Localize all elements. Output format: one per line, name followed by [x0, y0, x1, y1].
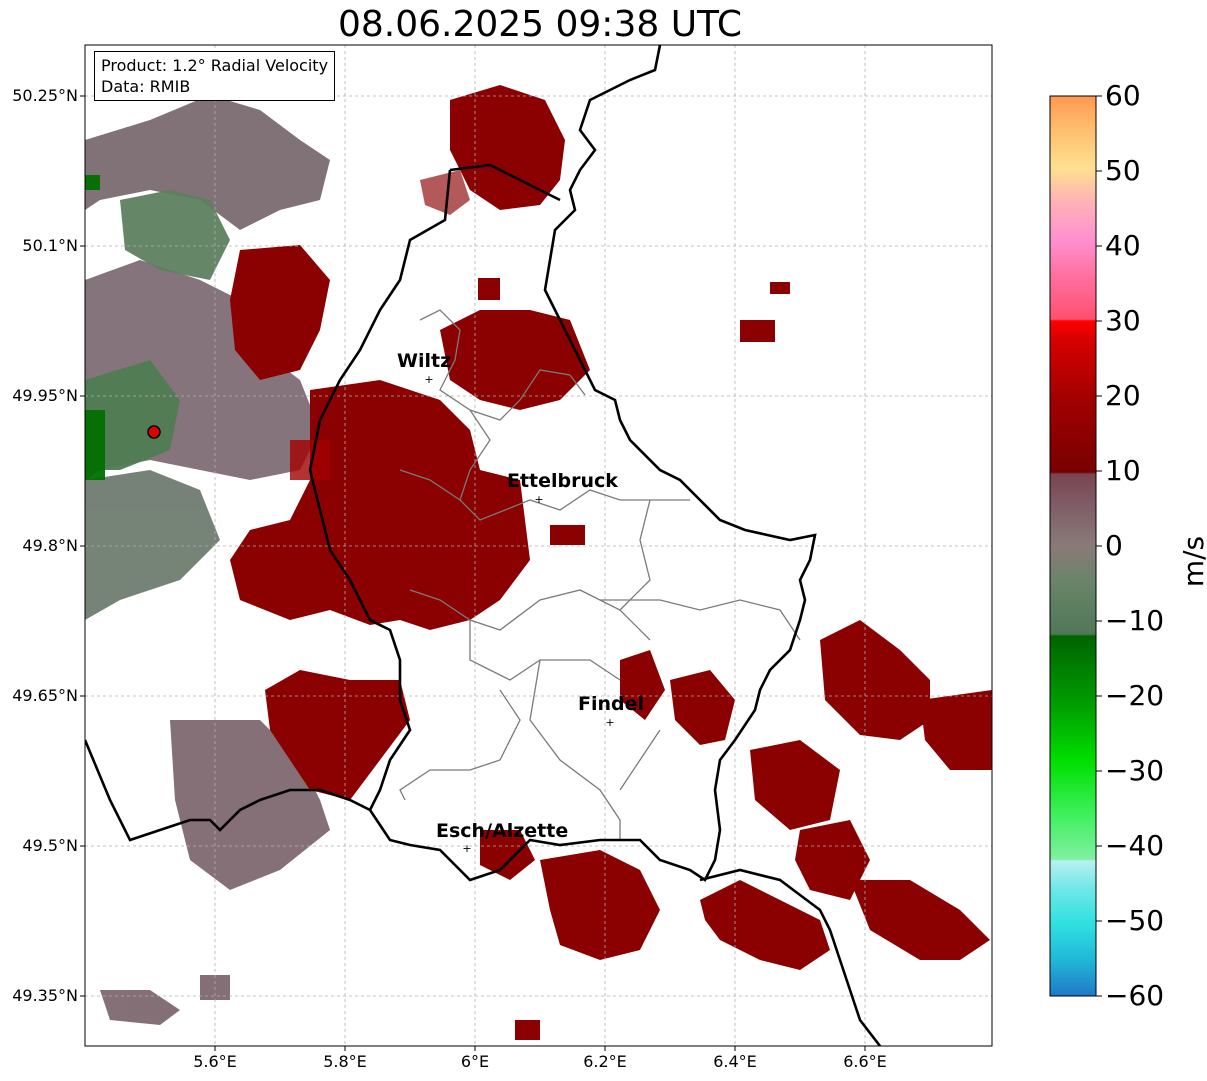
colorbar-tick-label: 0 — [1105, 529, 1123, 562]
lon-label: 6.4°E — [713, 1052, 757, 1071]
lat-label: 49.65°N — [12, 686, 78, 705]
lat-label: 49.95°N — [12, 386, 78, 405]
colorbar-tick-label: 60 — [1105, 79, 1141, 112]
colorbar-tick-label: 10 — [1105, 454, 1141, 487]
canton-borders — [399, 309, 801, 840]
city-label-wiltz: Wiltz — [397, 350, 452, 372]
colorbar-unit-label: m/s — [1177, 535, 1207, 588]
colorbar — [1049, 95, 1097, 997]
colorbar-tick-label: 20 — [1105, 379, 1141, 412]
echo-receding — [230, 85, 992, 1040]
lat-label: 49.8°N — [22, 536, 78, 555]
product-label: Product: 1.2° Radial Velocity — [101, 56, 329, 75]
city-label-esch: Esch/Alzette — [436, 820, 569, 842]
axis-ticks — [80, 95, 866, 1051]
lat-label: 50.25°N — [12, 86, 78, 105]
city-label-ettelbruck: Ettelbruck — [507, 470, 618, 492]
city-marker-esch: + — [462, 842, 471, 855]
grid-lines — [85, 45, 992, 1046]
info-box: Product: 1.2° Radial Velocity Data: RMIB — [94, 51, 336, 101]
colorbar-tick-label: 40 — [1105, 229, 1141, 262]
map-title: 08.06.2025 09:38 UTC — [337, 4, 743, 45]
city-marker-findel: + — [605, 716, 614, 729]
city-marker-ettelbruck: + — [534, 493, 543, 506]
colorbar-tick-label: 50 — [1105, 154, 1141, 187]
lon-label: 5.6°E — [193, 1052, 237, 1071]
lon-label: 5.8°E — [323, 1052, 367, 1071]
lon-label: 6.2°E — [583, 1052, 627, 1071]
lon-label: 6°E — [460, 1052, 490, 1071]
colorbar-tick-label: −20 — [1105, 679, 1165, 712]
echo-west-green — [85, 175, 230, 480]
lat-label: 50.1°N — [22, 236, 78, 255]
colorbar-tick-label: −60 — [1105, 979, 1165, 1012]
lat-label: 49.5°N — [22, 836, 78, 855]
colorbar-ticks — [1096, 95, 1102, 997]
country-borders — [85, 45, 882, 1046]
colorbar-tick-label: −50 — [1105, 904, 1165, 937]
city-marker-wiltz: + — [424, 373, 433, 386]
colorbar-tick-label: −40 — [1105, 829, 1165, 862]
radar-site-marker — [147, 425, 161, 439]
city-markers: + + + + — [424, 373, 614, 855]
city-label-findel: Findel — [578, 693, 645, 715]
colorbar-tick-label: −30 — [1105, 754, 1165, 787]
lon-label: 6.6°E — [843, 1052, 887, 1071]
colorbar-tick-label: −10 — [1105, 604, 1165, 637]
lat-label: 49.35°N — [12, 986, 78, 1005]
colorbar-tick-label: 30 — [1105, 304, 1141, 337]
data-source-label: Data: RMIB — [101, 77, 191, 96]
